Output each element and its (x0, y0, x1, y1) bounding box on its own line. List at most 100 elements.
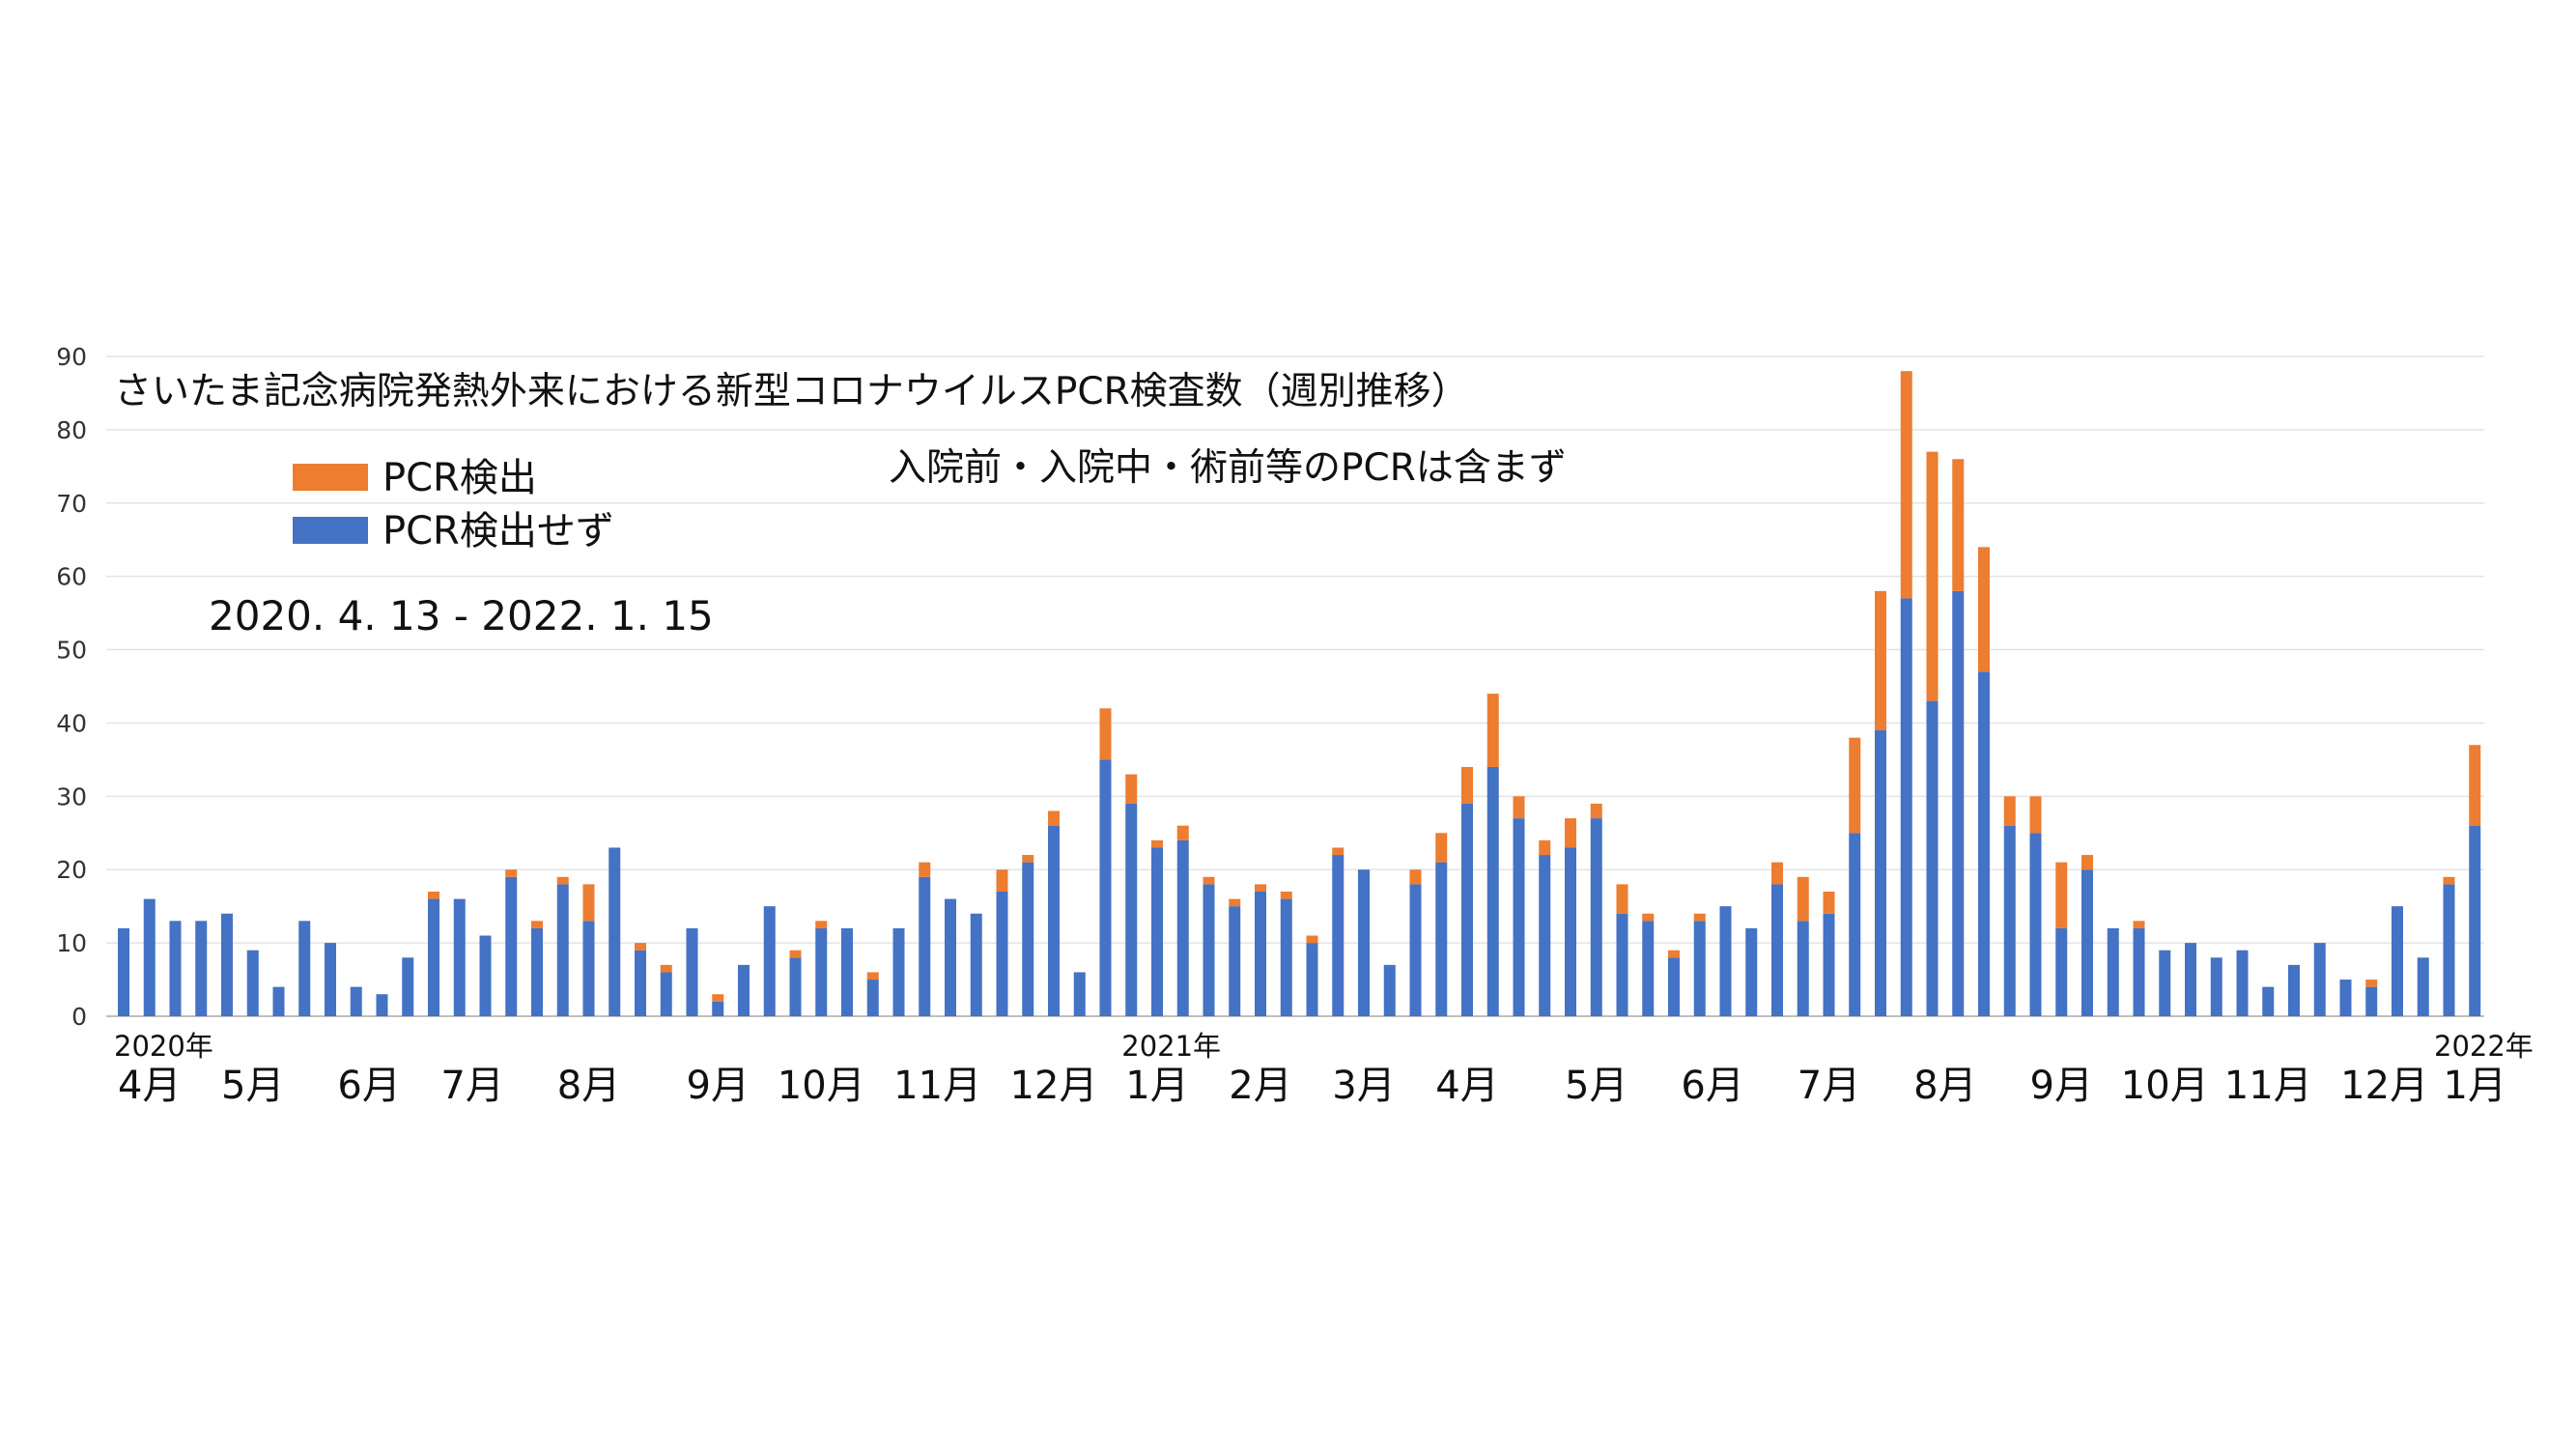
bar-not-detected (1383, 964, 1396, 1016)
y-tick-label: 10 (56, 929, 87, 957)
bar-detected (1125, 774, 1138, 804)
bar-not-detected (143, 898, 156, 1016)
x-month-label: 7月 (440, 1064, 503, 1108)
bar-detected (1797, 876, 1809, 922)
x-month-label: 8月 (557, 1064, 620, 1108)
legend-label-detected: PCR検出 (382, 456, 537, 500)
bar-not-detected (1358, 869, 1370, 1016)
y-tick-label: 30 (56, 782, 87, 810)
bar-not-detected (2417, 957, 2429, 1016)
bar-not-detected (1797, 921, 1809, 1016)
bar-not-detected (272, 986, 285, 1016)
date-range: 2020. 4. 13 - 2022. 1. 15 (209, 592, 714, 639)
bar-detected (1875, 590, 1886, 731)
x-month-label: 11月 (893, 1064, 981, 1108)
bar-detected (556, 876, 569, 885)
x-year-label: 2021年 (1121, 1030, 1221, 1063)
x-month-label: 11月 (2224, 1064, 2312, 1108)
bar-detected (1616, 884, 1628, 914)
bar-not-detected (1926, 700, 1939, 1016)
bar-not-detected (1332, 855, 1345, 1016)
bar-not-detected (1409, 884, 1422, 1016)
bar-detected (1176, 825, 1189, 840)
bar-detected (1486, 694, 1499, 767)
bar-not-detected (1461, 803, 1473, 1016)
x-month-label: 5月 (221, 1064, 284, 1108)
bar-not-detected (738, 964, 750, 1016)
bar-detected (531, 921, 543, 928)
bar-detected (996, 869, 1008, 892)
legend: PCR検出 PCR検出せず (293, 456, 614, 554)
bar-detected (2443, 876, 2455, 885)
bar-detected (2003, 796, 2016, 826)
x-month-label: 4月 (118, 1064, 181, 1108)
x-month-label: 1月 (2444, 1064, 2506, 1108)
bar-detected (1332, 847, 1345, 856)
bar-not-detected (1539, 855, 1551, 1016)
bar-detected (1255, 884, 1266, 892)
bar-not-detected (996, 891, 1008, 1016)
bar-not-detected (1616, 913, 1628, 1016)
bar-not-detected (919, 876, 931, 1016)
bar-detected (1926, 451, 1939, 701)
bar-not-detected (1513, 818, 1525, 1016)
bar-detected (1461, 766, 1473, 804)
bar-not-detected (1875, 730, 1886, 1016)
bar-detected (1668, 950, 1680, 958)
bar-detected (1900, 371, 1912, 599)
y-tick-label: 20 (56, 856, 87, 884)
bar-detected (582, 884, 595, 922)
bar-not-detected (1151, 847, 1163, 1016)
bar-detected (712, 994, 724, 1002)
x-month-label: 7月 (1798, 1064, 1860, 1108)
x-axis-labels: 2020年 2021年 2022年 4月 5月 6月 7月 8月 9月 10月 11月 12月 1月 2月… (114, 1030, 2534, 1108)
bar-not-detected (2339, 980, 2352, 1016)
bar-not-detected (1978, 671, 1990, 1016)
y-tick-label: 40 (56, 709, 87, 737)
bar-not-detected (1048, 825, 1060, 1016)
bar-not-detected (866, 980, 879, 1016)
bar-not-detected (2133, 927, 2145, 1016)
bar-not-detected (686, 927, 698, 1016)
x-month-label: 4月 (1435, 1064, 1498, 1108)
bar-not-detected (1486, 766, 1499, 1016)
bar-not-detected (2055, 927, 2068, 1016)
bar-not-detected (1771, 884, 1783, 1016)
bar-detected (2133, 921, 2145, 928)
bar-not-detected (1719, 906, 1732, 1016)
bar-not-detected (2003, 825, 2016, 1016)
y-tick-label: 60 (56, 563, 87, 591)
bar-not-detected (1900, 598, 1912, 1016)
bar-not-detected (1849, 833, 1861, 1016)
bar-not-detected (453, 898, 466, 1016)
bar-not-detected (841, 927, 853, 1016)
bar-not-detected (402, 957, 414, 1016)
bar-detected (1229, 898, 1241, 907)
bar-not-detected (1229, 906, 1241, 1016)
bar-not-detected (556, 884, 569, 1016)
bar-not-detected (350, 986, 362, 1016)
bar-not-detected (1590, 818, 1602, 1016)
bar-detected (1771, 862, 1783, 885)
bar-not-detected (1952, 590, 1965, 1016)
x-month-label: 9月 (2030, 1064, 2093, 1108)
x-month-label: 8月 (1913, 1064, 1976, 1108)
bar-not-detected (2236, 950, 2249, 1016)
bar-detected (428, 891, 439, 899)
bar-detected (2469, 745, 2481, 826)
bar-not-detected (169, 921, 182, 1016)
bar-detected (1435, 833, 1448, 863)
x-month-label: 3月 (1332, 1064, 1395, 1108)
bar-detected (660, 964, 672, 973)
x-month-label: 12月 (2340, 1064, 2428, 1108)
bar-detected (505, 869, 518, 877)
bar-not-detected (2469, 825, 2481, 1016)
bar-detected (1849, 737, 1861, 834)
bar-not-detected (1125, 803, 1138, 1016)
gridlines (106, 355, 2484, 1017)
bar-not-detected (1255, 891, 1266, 1016)
legend-label-not-detected: PCR検出せず (382, 509, 614, 554)
bar-not-detected (479, 935, 492, 1016)
bar-not-detected (1203, 884, 1215, 1016)
